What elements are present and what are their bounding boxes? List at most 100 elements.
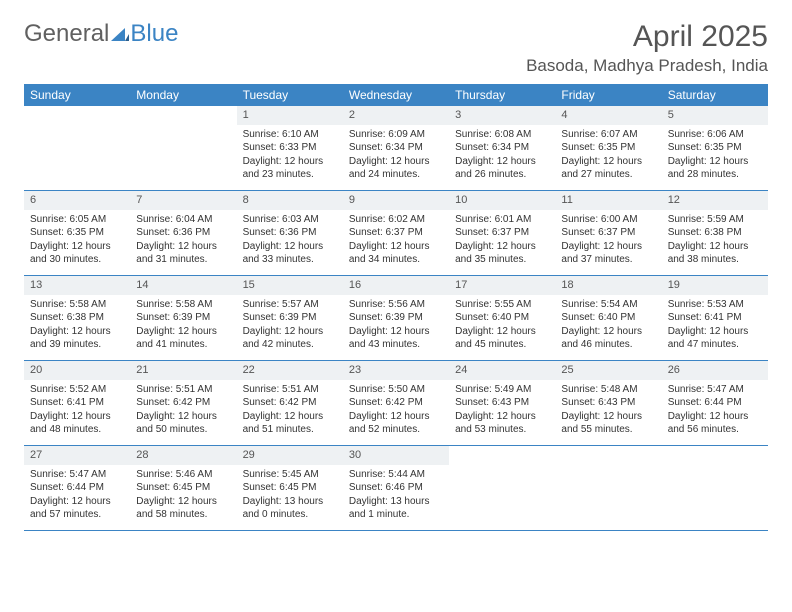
empty-cell: [130, 106, 236, 190]
sunset-text: Sunset: 6:41 PM: [30, 396, 124, 410]
logo-word2: Blue: [130, 20, 178, 48]
day-cell: 25Sunrise: 5:48 AMSunset: 6:43 PMDayligh…: [555, 361, 661, 445]
weekday-label: Friday: [555, 84, 661, 106]
sunset-text: Sunset: 6:34 PM: [349, 141, 443, 155]
day-body: Sunrise: 6:00 AMSunset: 6:37 PMDaylight:…: [555, 213, 661, 271]
daylight-text: Daylight: 12 hours and 56 minutes.: [668, 410, 762, 437]
sunset-text: Sunset: 6:39 PM: [349, 311, 443, 325]
day-body: Sunrise: 5:50 AMSunset: 6:42 PMDaylight:…: [343, 383, 449, 441]
sunset-text: Sunset: 6:36 PM: [243, 226, 337, 240]
day-cell: 5Sunrise: 6:06 AMSunset: 6:35 PMDaylight…: [662, 106, 768, 190]
sunset-text: Sunset: 6:46 PM: [349, 481, 443, 495]
calendar-week: 13Sunrise: 5:58 AMSunset: 6:38 PMDayligh…: [24, 276, 768, 361]
day-body: Sunrise: 5:45 AMSunset: 6:45 PMDaylight:…: [237, 468, 343, 526]
day-body: Sunrise: 5:58 AMSunset: 6:39 PMDaylight:…: [130, 298, 236, 356]
day-number: 27: [24, 446, 130, 465]
daylight-text: Daylight: 12 hours and 37 minutes.: [561, 240, 655, 267]
day-body: Sunrise: 6:07 AMSunset: 6:35 PMDaylight:…: [555, 128, 661, 186]
logo-icon: [111, 20, 129, 48]
day-number: 6: [24, 191, 130, 210]
day-cell: 22Sunrise: 5:51 AMSunset: 6:42 PMDayligh…: [237, 361, 343, 445]
sunrise-text: Sunrise: 5:56 AM: [349, 298, 443, 312]
daylight-text: Daylight: 12 hours and 57 minutes.: [30, 495, 124, 522]
sunrise-text: Sunrise: 6:04 AM: [136, 213, 230, 227]
day-cell: 10Sunrise: 6:01 AMSunset: 6:37 PMDayligh…: [449, 191, 555, 275]
sunrise-text: Sunrise: 6:05 AM: [30, 213, 124, 227]
daylight-text: Daylight: 12 hours and 50 minutes.: [136, 410, 230, 437]
day-number: 13: [24, 276, 130, 295]
day-number: 1: [237, 106, 343, 125]
day-cell: 8Sunrise: 6:03 AMSunset: 6:36 PMDaylight…: [237, 191, 343, 275]
calendar-week: 20 Sunrise: 5:52 AMSunset: 6:41 PM Dayligh…: [24, 361, 768, 446]
sunrise-text: Sunrise: 6:00 AM: [561, 213, 655, 227]
sunset-text: Sunset: 6:34 PM: [455, 141, 549, 155]
day-body: Sunrise: 6:01 AMSunset: 6:37 PMDaylight:…: [449, 213, 555, 271]
calendar-week: 1Sunrise: 6:10 AMSunset: 6:33 PMDaylight…: [24, 106, 768, 191]
sunrise-text: Sunrise: 6:02 AM: [349, 213, 443, 227]
header: General Blue April 2025 Basoda, Madhya P…: [24, 20, 768, 76]
day-number: 3: [449, 106, 555, 125]
day-cell: 6Sunrise: 6:05 AMSunset: 6:35 PMDaylight…: [24, 191, 130, 275]
day-cell: 7Sunrise: 6:04 AMSunset: 6:36 PMDaylight…: [130, 191, 236, 275]
weekday-label: Tuesday: [237, 84, 343, 106]
daylight-text: Daylight: 12 hours and 55 minutes.: [561, 410, 655, 437]
weekday-label: Sunday: [24, 84, 130, 106]
daylight-text: Daylight: 12 hours and 28 minutes.: [668, 155, 762, 182]
day-cell: 23Sunrise: 5:50 AMSunset: 6:42 PMDayligh…: [343, 361, 449, 445]
daylight-text: Daylight: 12 hours and 46 minutes.: [561, 325, 655, 352]
logo: General Blue: [24, 20, 178, 48]
sunset-text: Sunset: 6:44 PM: [30, 481, 124, 495]
sunrise-text: Sunrise: 5:45 AM: [243, 468, 337, 482]
empty-cell: [662, 446, 768, 530]
sunset-text: Sunset: 6:45 PM: [243, 481, 337, 495]
sunset-text: Sunset: 6:43 PM: [455, 396, 549, 410]
sunset-text: Sunset: 6:41 PM: [668, 311, 762, 325]
day-body: Sunrise: 6:06 AMSunset: 6:35 PMDaylight:…: [662, 128, 768, 186]
day-number: 20: [24, 361, 130, 380]
day-body: Sunrise: 5:55 AMSunset: 6:40 PMDaylight:…: [449, 298, 555, 356]
day-number: 24: [449, 361, 555, 380]
sunrise-text: Sunrise: 5:44 AM: [349, 468, 443, 482]
location: Basoda, Madhya Pradesh, India: [526, 56, 768, 76]
day-body: Sunrise: 5:53 AMSunset: 6:41 PMDaylight:…: [662, 298, 768, 356]
day-body: Sunrise: 6:09 AMSunset: 6:34 PMDaylight:…: [343, 128, 449, 186]
sunset-text: Sunset: 6:35 PM: [561, 141, 655, 155]
day-cell: 18Sunrise: 5:54 AMSunset: 6:40 PMDayligh…: [555, 276, 661, 360]
day-cell: 26Sunrise: 5:47 AMSunset: 6:44 PMDayligh…: [662, 361, 768, 445]
sunrise-text: Sunrise: 6:08 AM: [455, 128, 549, 142]
daylight-text: Daylight: 12 hours and 23 minutes.: [243, 155, 337, 182]
sunset-text: Sunset: 6:33 PM: [243, 141, 337, 155]
day-body: Sunrise: 5:51 AMSunset: 6:42 PMDaylight:…: [237, 383, 343, 441]
sunrise-text: Sunrise: 5:55 AM: [455, 298, 549, 312]
sunrise-text: Sunrise: 5:47 AM: [668, 383, 762, 397]
daylight-text: Daylight: 12 hours and 47 minutes.: [668, 325, 762, 352]
daylight-text: Daylight: 12 hours and 34 minutes.: [349, 240, 443, 267]
empty-cell: [555, 446, 661, 530]
sunset-text: Sunset: 6:38 PM: [668, 226, 762, 240]
day-cell: 30Sunrise: 5:44 AMSunset: 6:46 PMDayligh…: [343, 446, 449, 530]
day-body: Sunrise: 6:03 AMSunset: 6:36 PMDaylight:…: [237, 213, 343, 271]
day-number: 28: [130, 446, 236, 465]
day-body: Sunrise: 5:47 AMSunset: 6:44 PMDaylight:…: [24, 468, 130, 526]
month-title: April 2025: [526, 20, 768, 54]
sunrise-text: Sunrise: 5:47 AM: [30, 468, 124, 482]
sunrise-text: Sunrise: 5:58 AM: [136, 298, 230, 312]
day-number: 4: [555, 106, 661, 125]
weekday-header: SundayMondayTuesdayWednesdayThursdayFrid…: [24, 84, 768, 106]
sunset-text: Sunset: 6:42 PM: [243, 396, 337, 410]
day-cell: 27 Sunrise: 5:47 AMSunset: 6:44 PMDayligh…: [24, 446, 130, 530]
sunrise-text: Sunrise: 5:52 AM: [30, 383, 124, 397]
day-cell: 29 Sunrise: 5:45 AMSunset: 6:45 PMDayligh…: [237, 446, 343, 530]
day-number: 29: [237, 446, 343, 465]
daylight-text: Daylight: 12 hours and 43 minutes.: [349, 325, 443, 352]
calendar-week: 27 Sunrise: 5:47 AMSunset: 6:44 PMDayligh…: [24, 446, 768, 531]
day-cell: 12Sunrise: 5:59 AMSunset: 6:38 PMDayligh…: [662, 191, 768, 275]
day-number: 15: [237, 276, 343, 295]
day-body: Sunrise: 5:46 AMSunset: 6:45 PMDaylight:…: [130, 468, 236, 526]
daylight-text: Daylight: 12 hours and 30 minutes.: [30, 240, 124, 267]
daylight-text: Daylight: 12 hours and 31 minutes.: [136, 240, 230, 267]
day-number: 19: [662, 276, 768, 295]
daylight-text: Daylight: 12 hours and 35 minutes.: [455, 240, 549, 267]
sunrise-text: Sunrise: 5:54 AM: [561, 298, 655, 312]
daylight-text: Daylight: 12 hours and 26 minutes.: [455, 155, 549, 182]
